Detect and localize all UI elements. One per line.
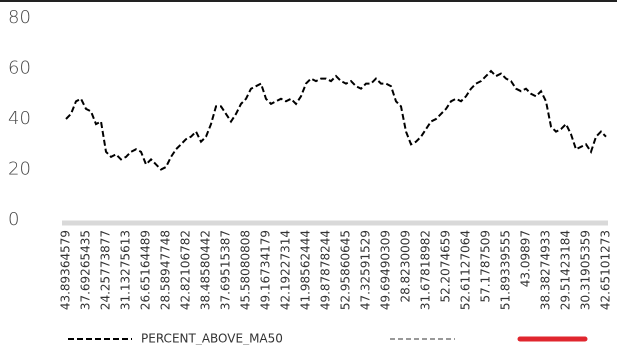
x-tick-label: 49.87878244: [319, 230, 333, 310]
x-tick-label: 43.89364579: [59, 230, 73, 310]
y-tick-label: 40: [8, 108, 31, 129]
x-tick-label: 49.16734179: [259, 230, 273, 310]
x-tick-label: 38.48580442: [199, 230, 213, 310]
x-tick-label: 31.13275613: [119, 230, 133, 310]
y-tick-label: 20: [8, 159, 31, 180]
x-tick-label: 28.58947748: [159, 230, 173, 310]
x-tick-label: 28.8230009: [399, 230, 413, 303]
x-tick-label: 42.19227314: [279, 230, 293, 310]
x-tick-label: 52.2074659: [439, 230, 453, 303]
x-tick-label: 41.98562444: [299, 230, 313, 310]
x-tick-label: 51.89339555: [499, 230, 513, 310]
x-tick-label: 26.65164489: [139, 230, 153, 310]
x-tick-label: 30.31905359: [579, 230, 593, 310]
x-tick-label: 45.58080808: [239, 230, 253, 310]
y-tick-label: 0: [8, 209, 19, 230]
x-tick-label: 31.67818982: [419, 230, 433, 310]
x-tick-label: 43.09897: [519, 230, 533, 287]
x-tick-label: 38.38274933: [539, 230, 553, 310]
x-tick-label: 37.69515387: [219, 230, 233, 310]
x-tick-label: 57.1787509: [479, 230, 493, 303]
y-tick-label: 60: [8, 58, 31, 79]
x-tick-label: 29.51423184: [559, 230, 573, 310]
legend-label: PERCENT_ABOVE_MA50: [141, 332, 283, 345]
x-tick-label: 24.25773877: [99, 230, 113, 310]
y-tick-label: 80: [8, 7, 31, 28]
x-tick-label: 37.69265435: [79, 230, 93, 310]
x-tick-label: 42.82106782: [179, 230, 193, 310]
x-tick-label: 52.95860645: [339, 230, 353, 310]
x-tick-label: 49.69490309: [379, 230, 393, 310]
x-tick-label: 47.32591529: [359, 230, 373, 310]
x-tick-label: 42.65101273: [599, 230, 613, 310]
x-tick-label: 52.61127064: [459, 230, 473, 310]
data-line: [65, 69, 607, 171]
